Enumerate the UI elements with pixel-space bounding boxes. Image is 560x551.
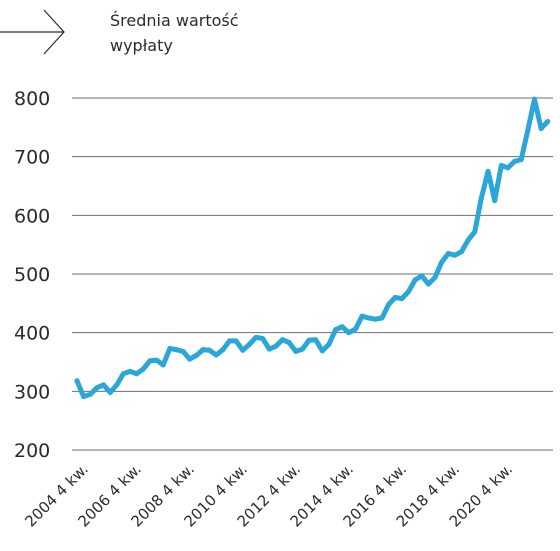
data-point-44: [366, 315, 372, 321]
data-point-48: [392, 294, 398, 300]
data-point-10: [140, 366, 146, 372]
data-point-64: [498, 162, 504, 168]
series: [74, 96, 551, 400]
data-point-69: [531, 96, 537, 102]
data-point-5: [107, 390, 113, 396]
data-point-70: [538, 126, 544, 132]
y-tick-label-600: 600: [14, 205, 50, 227]
data-point-66: [512, 158, 518, 164]
data-point-63: [492, 198, 498, 204]
data-point-67: [518, 157, 524, 163]
data-point-34: [299, 346, 305, 352]
y-tick-label-700: 700: [14, 147, 50, 169]
data-point-43: [359, 313, 365, 319]
data-point-20: [207, 347, 213, 353]
data-point-32: [286, 340, 292, 346]
data-point-56: [445, 250, 451, 256]
data-point-9: [134, 371, 140, 377]
data-point-59: [465, 237, 471, 243]
data-point-41: [346, 330, 352, 336]
data-point-2: [87, 391, 93, 397]
data-point-30: [273, 343, 279, 349]
data-point-29: [266, 346, 272, 352]
data-point-15: [173, 347, 179, 353]
data-point-23: [226, 338, 232, 344]
y-tick-label-200: 200: [14, 440, 50, 462]
data-point-24: [233, 338, 239, 344]
data-point-46: [379, 315, 385, 321]
data-point-16: [180, 348, 186, 354]
data-point-49: [399, 296, 405, 302]
data-point-12: [154, 357, 160, 363]
x-axis-ticks: 2004 4 kw.2006 4 kw.2008 4 kw.2010 4 kw.…: [21, 460, 516, 530]
data-point-68: [525, 127, 531, 133]
data-point-18: [193, 353, 199, 359]
data-point-40: [339, 324, 345, 330]
data-point-28: [260, 336, 266, 342]
series-line: [74, 96, 551, 400]
chart-title-line-2: wypłaty: [110, 36, 173, 55]
data-point-11: [147, 358, 153, 364]
data-point-33: [293, 348, 299, 354]
data-point-13: [160, 362, 166, 368]
data-point-42: [352, 326, 358, 332]
data-point-65: [505, 165, 511, 171]
data-point-60: [472, 229, 478, 235]
data-point-37: [319, 348, 325, 354]
data-point-1: [81, 394, 87, 400]
data-point-61: [478, 195, 484, 201]
y-tick-label-800: 800: [14, 88, 50, 110]
data-point-17: [187, 356, 193, 362]
data-point-36: [313, 337, 319, 343]
data-point-4: [101, 382, 107, 388]
data-point-25: [240, 347, 246, 353]
gridlines: [72, 97, 553, 451]
y-tick-label-400: 400: [14, 323, 50, 345]
data-point-71: [545, 118, 551, 124]
data-point-62: [485, 168, 491, 174]
data-point-47: [386, 302, 392, 308]
data-point-8: [127, 368, 133, 374]
data-point-53: [425, 281, 431, 287]
data-point-55: [439, 259, 445, 265]
data-point-19: [200, 347, 206, 353]
data-point-39: [333, 327, 339, 333]
data-point-3: [94, 385, 100, 391]
data-point-0: [74, 378, 80, 384]
arrow-right-icon[interactable]: [0, 9, 65, 55]
data-point-35: [306, 337, 312, 343]
data-point-14: [167, 346, 173, 352]
data-point-31: [280, 337, 286, 343]
data-point-50: [406, 289, 411, 295]
y-tick-label-300: 300: [14, 381, 50, 403]
data-point-6: [114, 382, 120, 388]
data-point-38: [326, 341, 332, 347]
data-point-22: [220, 347, 226, 353]
data-point-7: [120, 371, 126, 377]
data-point-45: [372, 316, 378, 322]
data-point-54: [432, 275, 438, 281]
data-point-51: [412, 277, 418, 283]
y-axis-ticks: 200 300 400 500 600 700 800: [14, 88, 50, 462]
data-point-26: [246, 341, 252, 347]
y-tick-label-500: 500: [14, 264, 50, 286]
data-point-21: [213, 352, 219, 358]
data-point-27: [253, 334, 259, 340]
data-point-58: [459, 249, 465, 255]
data-point-57: [452, 252, 458, 258]
chart-title-line-1: Średnia wartość: [110, 11, 239, 30]
data-point-52: [419, 273, 425, 279]
